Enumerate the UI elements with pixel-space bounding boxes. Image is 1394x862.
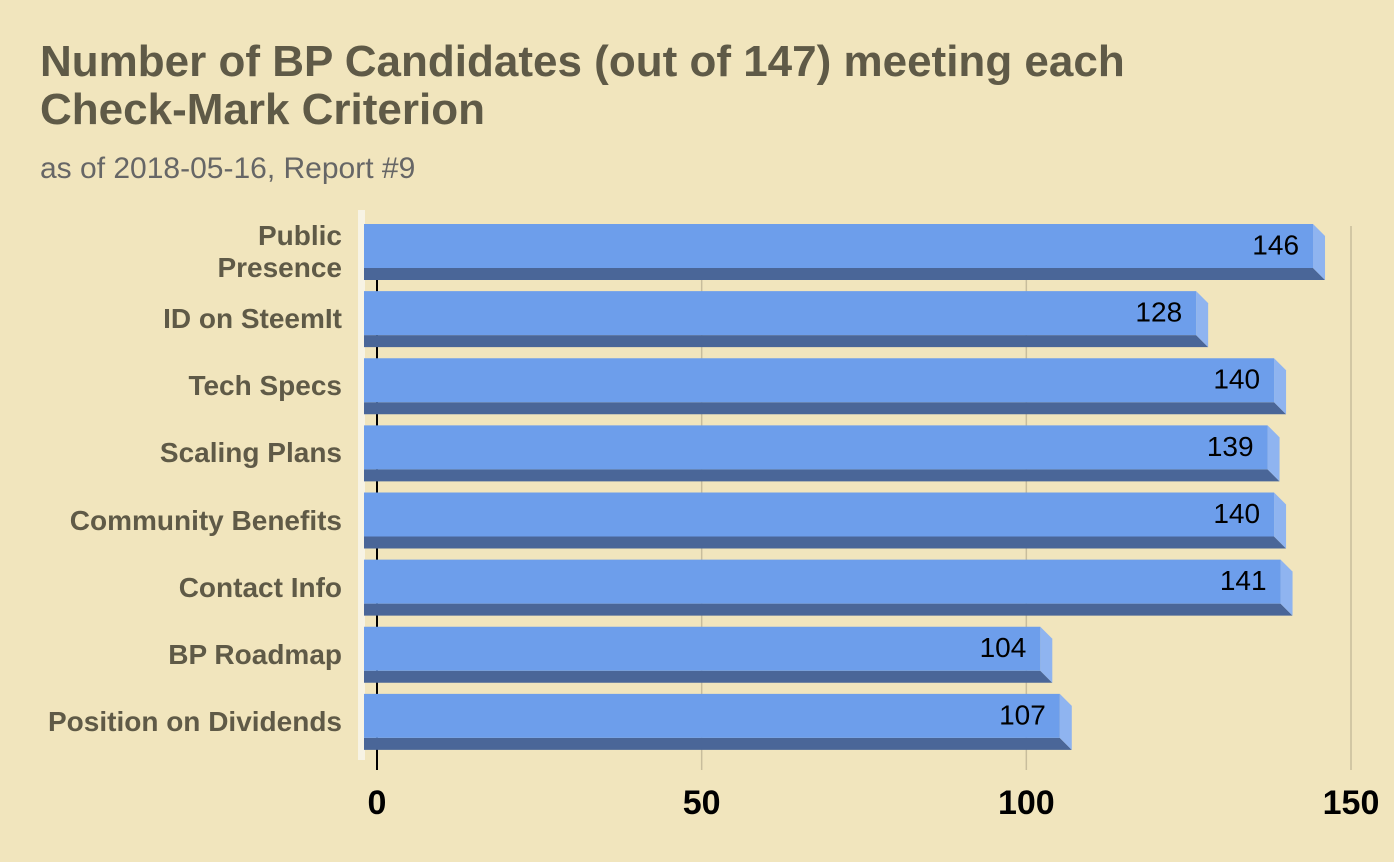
bar	[364, 358, 1275, 403]
value-label: 139	[1207, 431, 1254, 462]
bar-bottom	[364, 536, 1287, 549]
value-label: 141	[1220, 565, 1267, 596]
bar-bottom	[364, 335, 1209, 348]
bar	[364, 559, 1281, 604]
chart-subtitle: as of 2018-05-16, Report #9	[40, 152, 416, 185]
bar	[364, 626, 1041, 671]
bar-bottom	[364, 670, 1053, 683]
plot-wall	[358, 210, 365, 760]
bar	[364, 693, 1060, 738]
value-label: 146	[1252, 229, 1299, 260]
y-tick-label: Community Benefits	[69, 504, 342, 536]
bar-side	[1196, 291, 1209, 348]
x-tick-label: 50	[683, 784, 721, 822]
value-label: 104	[980, 632, 1027, 663]
bar	[364, 224, 1314, 268]
bar-side	[1040, 626, 1053, 683]
bar-side	[1313, 224, 1326, 280]
bar	[364, 425, 1268, 470]
bar	[364, 492, 1275, 537]
bar-bottom	[364, 268, 1326, 280]
value-label: 140	[1213, 498, 1260, 529]
bar-side	[1267, 425, 1280, 482]
bar-bottom	[364, 737, 1072, 750]
y-tick-label: ID on SteemIt	[163, 303, 342, 335]
bar-side	[1059, 693, 1072, 750]
value-label: 140	[1213, 364, 1260, 395]
bar-side	[1280, 559, 1293, 616]
bar-side	[1274, 492, 1287, 549]
value-label: 128	[1135, 297, 1182, 328]
y-tick-label: BP Roadmap	[168, 638, 342, 670]
x-tick-label: 100	[998, 784, 1055, 822]
bar-bottom	[364, 603, 1293, 616]
y-tick-label: Contact Info	[178, 571, 342, 603]
bar-bottom	[364, 402, 1287, 415]
bar-bottom	[364, 469, 1280, 482]
bar	[364, 291, 1197, 336]
value-label: 107	[999, 699, 1046, 730]
y-tick-label: Tech Specs	[188, 370, 342, 402]
y-tick-label: Scaling Plans	[159, 437, 342, 469]
y-tick-label: Public Presence	[217, 220, 342, 283]
x-tick-label: 0	[368, 784, 387, 822]
chart-title: Number of BP Candidates (out of 147) mee…	[40, 37, 1125, 134]
bar-side	[1274, 358, 1287, 415]
y-tick-label: Position on Dividends	[47, 705, 342, 737]
x-tick-label: 150	[1323, 784, 1380, 822]
